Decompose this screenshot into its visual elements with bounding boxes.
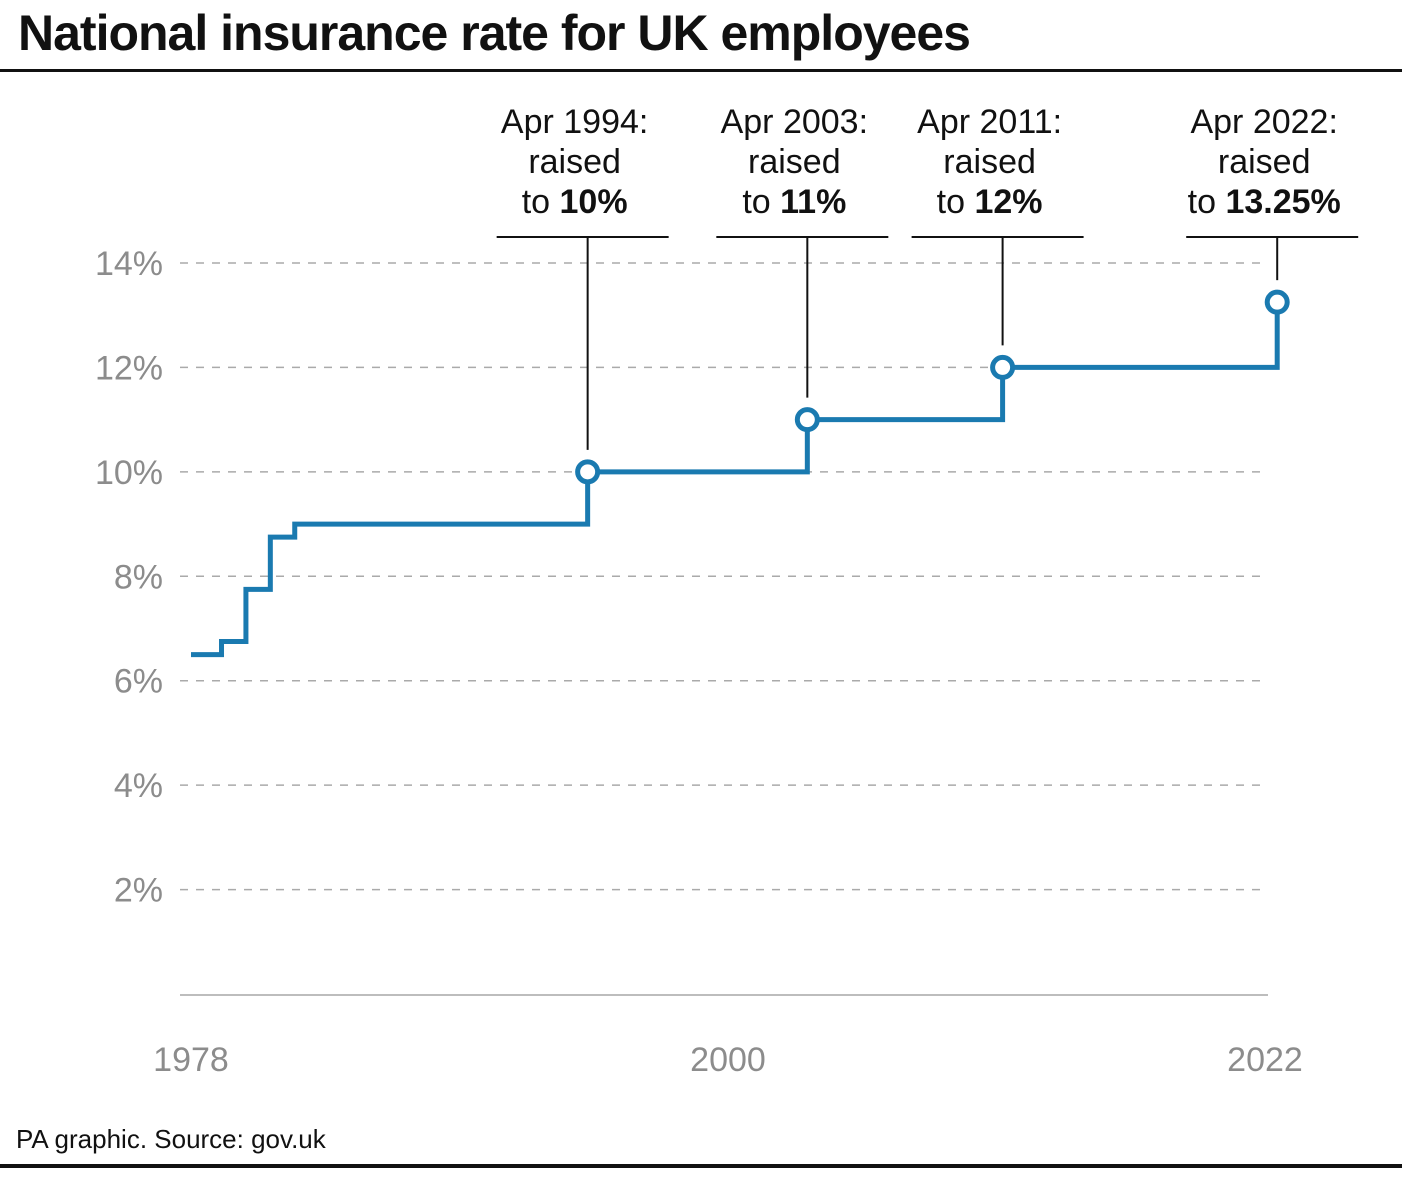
annotation-label: Apr 2022: [1190, 103, 1337, 141]
annotation-prefix: to [742, 183, 780, 221]
series-marker [990, 354, 1016, 380]
y-tick-label: 10% [95, 454, 163, 492]
x-tick-label: 2022 [1227, 1041, 1303, 1079]
y-tick-labels: 2% 4% 6% 8% 10% 12% 14% [95, 245, 163, 910]
annotation-label: raised [528, 143, 621, 181]
annotation-label: raised [748, 143, 841, 181]
annotation-prefix: to [937, 183, 975, 221]
y-tick-label: 2% [114, 872, 163, 910]
series-marker [1264, 289, 1290, 315]
annotation-value: 12% [974, 183, 1042, 221]
gridlines [180, 262, 1268, 891]
annotation-value-label: to 13.25% [1188, 183, 1341, 221]
x-tick-label: 1978 [153, 1041, 229, 1079]
annotation-prefix: to [1188, 183, 1226, 221]
chart-title: National insurance rate for UK employees [18, 5, 971, 61]
title-rule [0, 69, 1402, 72]
y-tick-label: 6% [114, 663, 163, 701]
annotation-value: 13.25% [1225, 183, 1340, 221]
series-marker [794, 407, 820, 433]
y-tick-label: 4% [114, 767, 163, 805]
footer-rule [0, 1164, 1402, 1168]
annotation-label: raised [1218, 143, 1311, 181]
annotation-value: 11% [780, 183, 846, 221]
annotation-value-label: to 12% [937, 183, 1043, 221]
annotation-value: 10% [560, 183, 628, 221]
y-tick-label: 8% [114, 558, 163, 596]
annotation-label: Apr 1994: [501, 103, 648, 141]
annotation-value-label: to 10% [522, 183, 628, 221]
y-tick-label: 14% [95, 245, 163, 283]
y-tick-label: 12% [95, 349, 163, 387]
x-tick-labels: 1978 2000 2022 [153, 1041, 1303, 1079]
series-marker [575, 459, 601, 485]
series-line [191, 302, 1280, 658]
annotation-label: raised [943, 143, 1036, 181]
series-markers [575, 289, 1290, 485]
annotation-label: Apr 2003: [721, 103, 868, 141]
source-note: PA graphic. Source: gov.uk [16, 1124, 326, 1154]
annotation-value-label: to 11% [742, 183, 846, 221]
annotation-label: Apr 2011: [917, 103, 1062, 141]
annotation-prefix: to [522, 183, 560, 221]
x-tick-label: 2000 [690, 1041, 766, 1079]
